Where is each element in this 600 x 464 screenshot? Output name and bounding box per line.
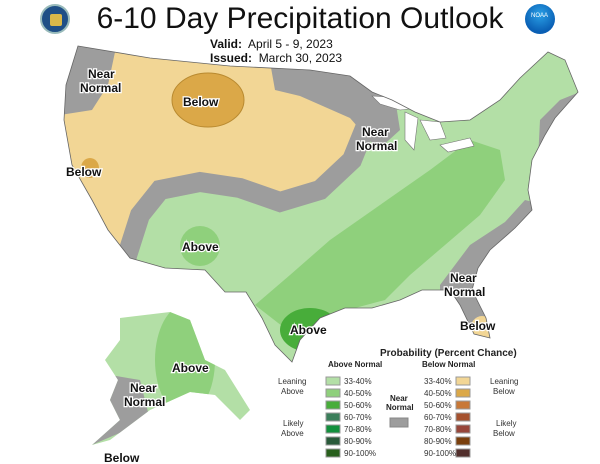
below-40-50-california	[81, 158, 99, 178]
legend-range-above-0: 33-40%	[344, 377, 372, 386]
svg-text:Above: Above	[281, 429, 304, 438]
legend-range-below-1: 40-50%	[424, 389, 452, 398]
svg-text:Leaning: Leaning	[490, 377, 518, 386]
legend-swatch-above-4	[325, 424, 341, 434]
legend-swatch-below-6	[455, 448, 471, 458]
svg-text:Leaning: Leaning	[278, 377, 306, 386]
legend-range-above-3: 60-70%	[344, 413, 372, 422]
legend-range-below-2: 50-60%	[424, 401, 452, 410]
issued-date: Issued: March 30, 2023	[210, 51, 343, 65]
legend-swatch-above-6	[325, 448, 341, 458]
legend: Probability (Percent Chance) Above Norma…	[278, 348, 518, 458]
legend-range-below-4: 70-80%	[424, 425, 452, 434]
above-40-50-region	[255, 140, 505, 340]
svg-text:Above Normal: Above Normal	[328, 360, 382, 369]
svg-text:Below Normal: Below Normal	[422, 360, 475, 369]
svg-text:Likely: Likely	[283, 419, 303, 428]
legend-swatch-above-5	[325, 436, 341, 446]
legend-swatch-above-2	[325, 400, 341, 410]
legend-range-below-0: 33-40%	[424, 377, 452, 386]
svg-text:Near: Near	[390, 394, 408, 403]
svg-text:Normal: Normal	[356, 139, 397, 153]
svg-text:Below: Below	[493, 387, 515, 396]
legend-swatch-above-3	[325, 412, 341, 422]
label-below-florida: Below	[460, 319, 496, 333]
label-below-rockies: Below	[183, 95, 219, 109]
below-40-50-rockies	[171, 72, 245, 128]
label-above-alaska: Above	[172, 361, 209, 375]
page-title: 6-10 Day Precipitation Outlook	[96, 2, 504, 35]
legend-swatch-below-3	[455, 412, 471, 422]
svg-text:Normal: Normal	[386, 403, 414, 412]
svg-text:Normal: Normal	[124, 395, 165, 409]
label-near-normal-lakes: Near	[362, 125, 389, 139]
label-above-texas: Above	[290, 323, 327, 337]
svg-text:Above: Above	[281, 387, 304, 396]
svg-text:Normal: Normal	[444, 285, 485, 299]
doc-seal-icon	[40, 4, 70, 34]
above-40-50-southwest	[180, 226, 220, 266]
legend-swatch-below-1	[455, 388, 471, 398]
noaa-logo-icon: NOAA	[525, 4, 555, 34]
valid-dates: Valid: April 5 - 9, 2023	[210, 37, 333, 51]
legend-swatch-below-2	[455, 400, 471, 410]
legend-swatch-above-0	[325, 376, 341, 386]
legend-range-above-6: 90-100%	[344, 449, 376, 458]
legend-swatch-below-4	[455, 424, 471, 434]
legend-range-above-2: 50-60%	[344, 401, 372, 410]
legend-swatch-above-1	[325, 388, 341, 398]
label-near-normal-nw: Near	[88, 67, 115, 81]
label-below-alaska: Below	[104, 451, 140, 464]
near-normal-band-west	[115, 124, 375, 266]
legend-swatch-below-0	[455, 376, 471, 386]
legend-range-above-5: 80-90%	[344, 437, 372, 446]
alaska-regions	[92, 312, 250, 445]
label-near-normal-alaska: Near	[130, 381, 157, 395]
svg-text:Likely: Likely	[496, 419, 516, 428]
label-above-southwest: Above	[182, 240, 219, 254]
legend-range-below-3: 60-70%	[424, 413, 452, 422]
label-below-california: Below	[66, 165, 102, 179]
legend-range-above-1: 40-50%	[344, 389, 372, 398]
legend-swatch-below-5	[455, 436, 471, 446]
legend-range-below-6: 90-100%	[424, 449, 456, 458]
legend-range-above-4: 70-80%	[344, 425, 372, 434]
legend-title: Probability (Percent Chance)	[380, 348, 517, 359]
legend-range-below-5: 80-90%	[424, 437, 452, 446]
label-near-normal-southeast: Near	[450, 271, 477, 285]
svg-text:Normal: Normal	[80, 81, 121, 95]
near-normal-swatch	[389, 417, 409, 428]
svg-text:Below: Below	[493, 429, 515, 438]
